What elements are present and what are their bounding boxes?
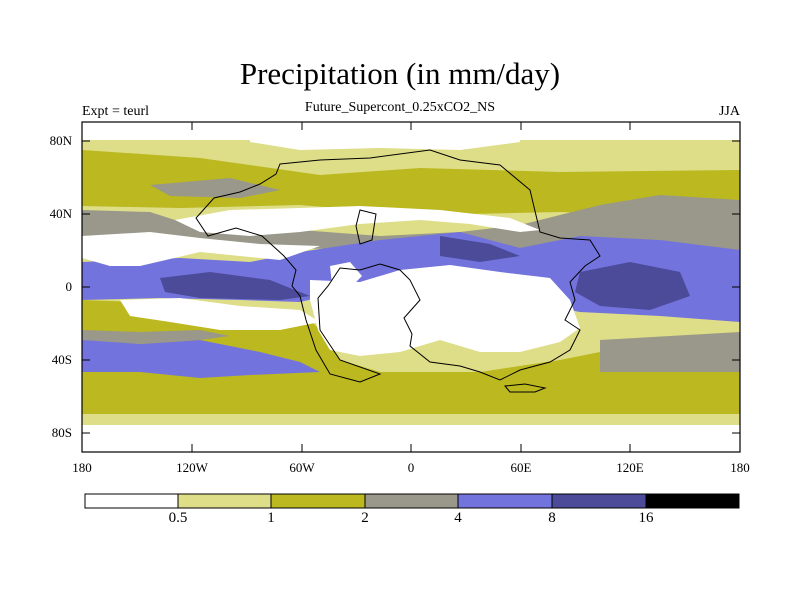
- chart-title: Precipitation (in mm/day): [239, 56, 561, 91]
- season-label: JJA: [718, 104, 740, 119]
- y-tick-label: 0: [65, 279, 73, 294]
- supercontinent-dry-core: [310, 265, 580, 356]
- colorbar-box-8-16: [551, 493, 647, 509]
- y-tick-label: 40N: [49, 206, 72, 221]
- south-olive-lower: [82, 392, 740, 414]
- x-tick-label: 60E: [510, 460, 532, 475]
- x-tick-label: 180: [72, 460, 92, 475]
- colorbar-box-4-8: [457, 493, 553, 509]
- continent-outline: [195, 149, 601, 383]
- experiment-label: Expt = teurl: [82, 104, 149, 119]
- north-subtropic-dry: [82, 232, 320, 266]
- y-tick-label: 80N: [49, 133, 72, 148]
- chart-subtitle: Future_Supercont_0.25xCO2_NS: [304, 100, 496, 115]
- colorbar-label: 1: [267, 510, 275, 526]
- x-tick-label: 60W: [289, 460, 315, 475]
- y-tick-label: 40S: [51, 352, 72, 367]
- colorbar-label: 2: [361, 510, 369, 526]
- colorbar-label: 0.5: [168, 510, 188, 526]
- southern-island-outline: [504, 383, 547, 393]
- rainfall-core-central: [440, 236, 520, 262]
- colorbar-label: 4: [454, 510, 462, 526]
- colorbar-label: 16: [638, 510, 654, 526]
- north-dry-patch: [250, 122, 520, 150]
- south-purple-band: [82, 338, 320, 378]
- south-subtropic-dry: [120, 298, 320, 330]
- rainfall-core-west: [160, 272, 310, 300]
- north-grey-patch: [150, 178, 280, 198]
- map-field: [82, 122, 740, 452]
- colorbar-box-lt05: [84, 493, 179, 509]
- tick-marks: [82, 122, 740, 452]
- x-tick-label: 180: [730, 460, 750, 475]
- colorbar-box-2-4: [364, 493, 459, 509]
- x-tick-label: 120E: [616, 460, 644, 475]
- rainfall-core-east: [575, 262, 690, 310]
- x-tick-label: 120W: [176, 460, 208, 475]
- south-grey-east: [600, 332, 740, 372]
- colorbar: [84, 493, 740, 509]
- colorbar-box-05-1: [177, 493, 272, 509]
- x-tick-label: 0: [407, 460, 415, 475]
- north-grey-band: [82, 195, 740, 250]
- south-grey-band: [82, 330, 230, 344]
- north-midlat-band: [82, 150, 740, 218]
- equatorial-dry-spot: [330, 262, 362, 288]
- colorbar-box-gt16: [645, 493, 740, 509]
- south-yellow-lower: [82, 414, 740, 425]
- colorbar-box-1-2: [270, 493, 366, 509]
- y-tick-label: 80S: [51, 425, 72, 440]
- inland-sea-outline: [355, 209, 377, 245]
- colorbar-label: 8: [548, 510, 556, 526]
